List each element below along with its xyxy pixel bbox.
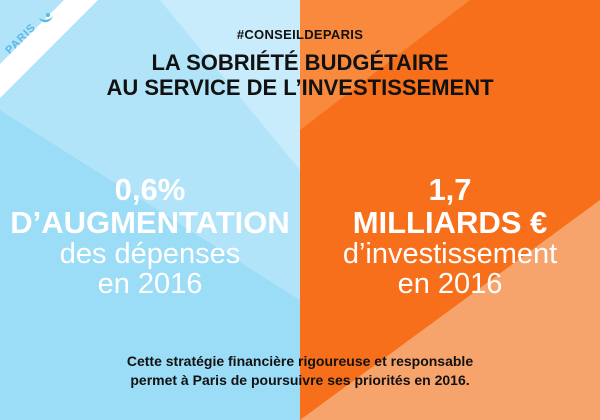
left-blue-wedge (0, 0, 300, 300)
right-stat-line-3: d’investissement (342, 238, 558, 270)
right-stat-value: 1,7 (428, 172, 472, 207)
right-stat: 1,7 MILLIARDS € d’investissement en 2016 (300, 173, 600, 299)
paris-boat-logo-icon (39, 13, 53, 23)
right-orange-triangle-bottom (300, 200, 600, 420)
headline-line-2: AU SERVICE DE L’INVESTISSEMENT (106, 75, 494, 100)
right-stat-label: MILLIARDS € (352, 205, 548, 240)
left-stat-label: D’AUGMENTATION (10, 205, 290, 240)
left-stat: 0,6% D’AUGMENTATION des dépenses en 2016 (0, 173, 300, 299)
left-stat-value: 0,6% (114, 172, 186, 207)
right-orange-triangle-top (300, 0, 470, 130)
footer-line-1: Cette stratégie financière rigoureuse et… (126, 353, 474, 369)
left-stat-line-3: des dépenses (59, 238, 241, 270)
left-blue-band (0, 110, 300, 420)
headline: LA SOBRIÉTÉ BUDGÉTAIRE AU SERVICE DE L’I… (0, 50, 600, 100)
hashtag: #CONSEILDEPARIS (236, 27, 364, 42)
left-stat-line-4: en 2016 (97, 268, 203, 300)
headline-line-1: LA SOBRIÉTÉ BUDGÉTAIRE (151, 50, 449, 75)
footer-line-2: permet à Paris de poursuivre ses priorit… (130, 372, 470, 388)
footer-text: Cette stratégie financière rigoureuse et… (0, 352, 600, 390)
right-stat-line-4: en 2016 (397, 268, 503, 300)
